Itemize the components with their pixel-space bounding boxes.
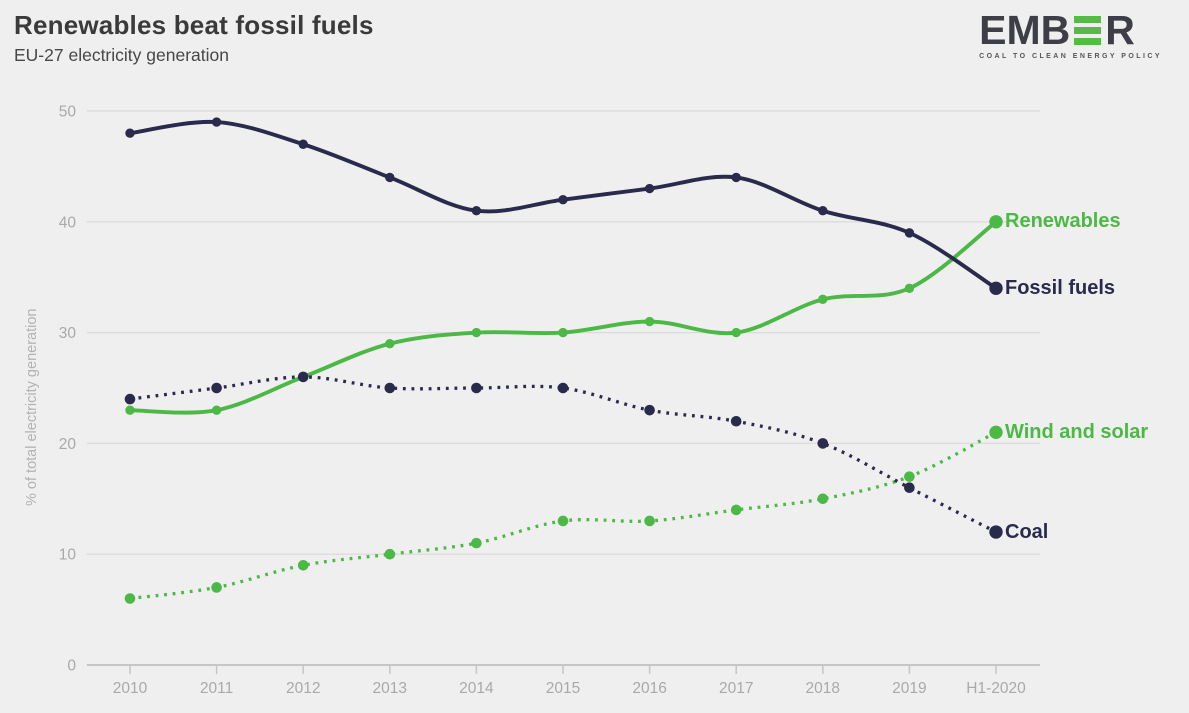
x-tick-label: 2014	[459, 680, 494, 697]
data-point-renewables	[731, 327, 741, 338]
data-point-wind-and-solar	[211, 582, 222, 593]
data-point-coal	[297, 371, 309, 383]
y-axis-title: % of total electricity generation	[24, 308, 40, 506]
x-tick-label: 2013	[373, 680, 407, 697]
y-tick-label: 10	[59, 547, 77, 564]
data-point-wind-and-solar	[471, 537, 482, 549]
data-point-fossil-fuels	[125, 128, 135, 138]
series-line-coal	[129, 375, 997, 534]
y-tick-label: 0	[67, 658, 76, 675]
y-tick-label: 30	[59, 325, 77, 342]
x-tick-label: H1-2020	[966, 680, 1026, 697]
data-point-coal	[471, 382, 482, 394]
data-point-wind-and-solar	[904, 471, 915, 482]
data-point-renewables	[471, 327, 482, 338]
data-point-fossil-fuels	[385, 172, 395, 183]
data-point-coal	[817, 438, 829, 449]
x-tick-label: 2015	[546, 680, 580, 697]
data-point-fossil-fuels	[558, 194, 568, 205]
data-point-coal	[211, 382, 222, 394]
page-subtitle: EU-27 electricity generation	[14, 45, 229, 65]
data-point-coal	[730, 415, 742, 427]
x-tick-label: 2012	[286, 680, 320, 697]
data-point-wind-and-solar	[384, 548, 396, 560]
data-point-wind-and-solar	[730, 504, 742, 516]
y-tick-label: 50	[59, 104, 77, 121]
ember-logo: EMB R COAL TO CLEAN ENERGY POLICY	[979, 7, 1162, 61]
x-tick-label: 2011	[200, 680, 233, 697]
logo-green-e-icon	[1074, 15, 1102, 45]
data-point-renewables	[989, 215, 1003, 229]
series-label-coal: Coal	[1005, 521, 1049, 543]
data-point-fossil-fuels	[989, 281, 1003, 295]
data-point-fossil-fuels	[211, 117, 222, 127]
x-tick-label: 2010	[113, 680, 148, 697]
data-point-coal	[904, 482, 915, 494]
x-tick-label: 2019	[892, 680, 926, 697]
data-point-renewables	[125, 405, 135, 415]
data-point-renewables	[818, 294, 828, 305]
data-point-renewables	[644, 316, 655, 327]
series-label-renewables: Renewables	[1005, 210, 1121, 232]
series-line-fossil-fuels	[128, 119, 998, 291]
page-title: Renewables beat fossil fuels	[14, 10, 374, 40]
data-point-wind-and-solar	[124, 593, 136, 604]
logo-text-after: R	[1105, 7, 1135, 53]
data-point-wind-and-solar	[557, 515, 569, 527]
data-point-coal	[384, 382, 396, 394]
data-point-coal	[557, 382, 569, 394]
data-point-wind-and-solar	[989, 425, 1003, 440]
data-point-fossil-fuels	[298, 139, 308, 149]
series-line-wind-and-solar	[129, 430, 997, 601]
x-tick-label: 2018	[806, 680, 840, 697]
logo-text-before: EMB	[979, 7, 1071, 53]
data-point-coal	[124, 393, 136, 405]
data-point-fossil-fuels	[471, 206, 482, 216]
data-point-wind-and-solar	[644, 515, 655, 527]
data-point-renewables	[558, 327, 568, 338]
data-point-fossil-fuels	[644, 183, 655, 194]
series-label-wind-and-solar: Wind and solar	[1005, 421, 1149, 443]
y-tick-label: 20	[59, 436, 77, 453]
data-point-wind-and-solar	[817, 493, 829, 505]
data-point-fossil-fuels	[731, 172, 741, 183]
data-point-fossil-fuels	[818, 206, 828, 216]
ember-logo-wordmark: EMB R	[979, 7, 1162, 53]
data-point-wind-and-solar	[297, 559, 309, 571]
header: Renewables beat fossil fuels EU-27 elect…	[14, 10, 1175, 66]
data-point-renewables	[211, 405, 222, 415]
x-tick-label: 2016	[632, 680, 666, 697]
data-point-renewables	[904, 283, 915, 293]
data-point-coal	[989, 525, 1003, 539]
x-tick-label: 2017	[719, 680, 753, 697]
data-point-fossil-fuels	[904, 228, 915, 238]
data-point-coal	[644, 404, 655, 416]
series-label-fossil-fuels: Fossil fuels	[1005, 277, 1116, 299]
title-block: Renewables beat fossil fuels EU-27 elect…	[14, 10, 374, 66]
logo-tagline: COAL TO CLEAN ENERGY POLICY	[979, 53, 1162, 60]
data-point-renewables	[385, 338, 395, 349]
y-tick-label: 40	[59, 214, 77, 231]
